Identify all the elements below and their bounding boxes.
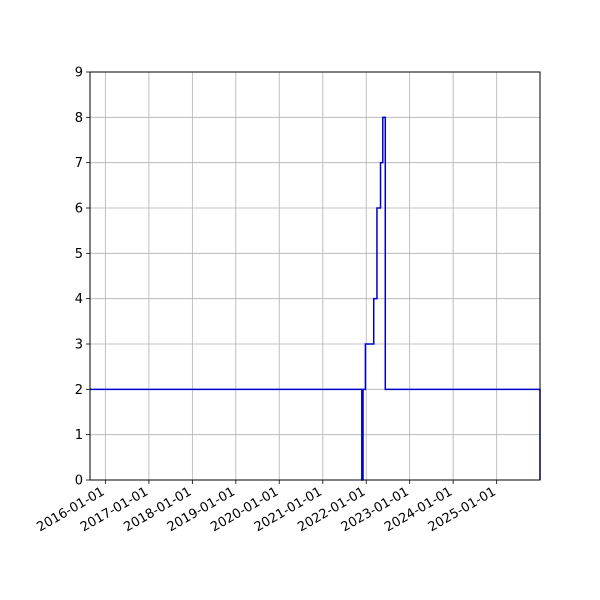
y-tick-label: 1 [75,428,83,443]
y-tick-label: 9 [75,66,83,81]
y-tick-label: 7 [75,156,83,171]
y-tick-label: 6 [75,202,83,217]
y-tick-label: 5 [75,247,83,262]
plot-frame [89,71,541,481]
y-tick-label: 8 [75,111,83,126]
y-tick-label: 2 [75,383,83,398]
y-tick-label: 4 [75,292,83,307]
y-tick-label: 3 [75,338,83,353]
y-tick-label: 0 [75,474,83,489]
